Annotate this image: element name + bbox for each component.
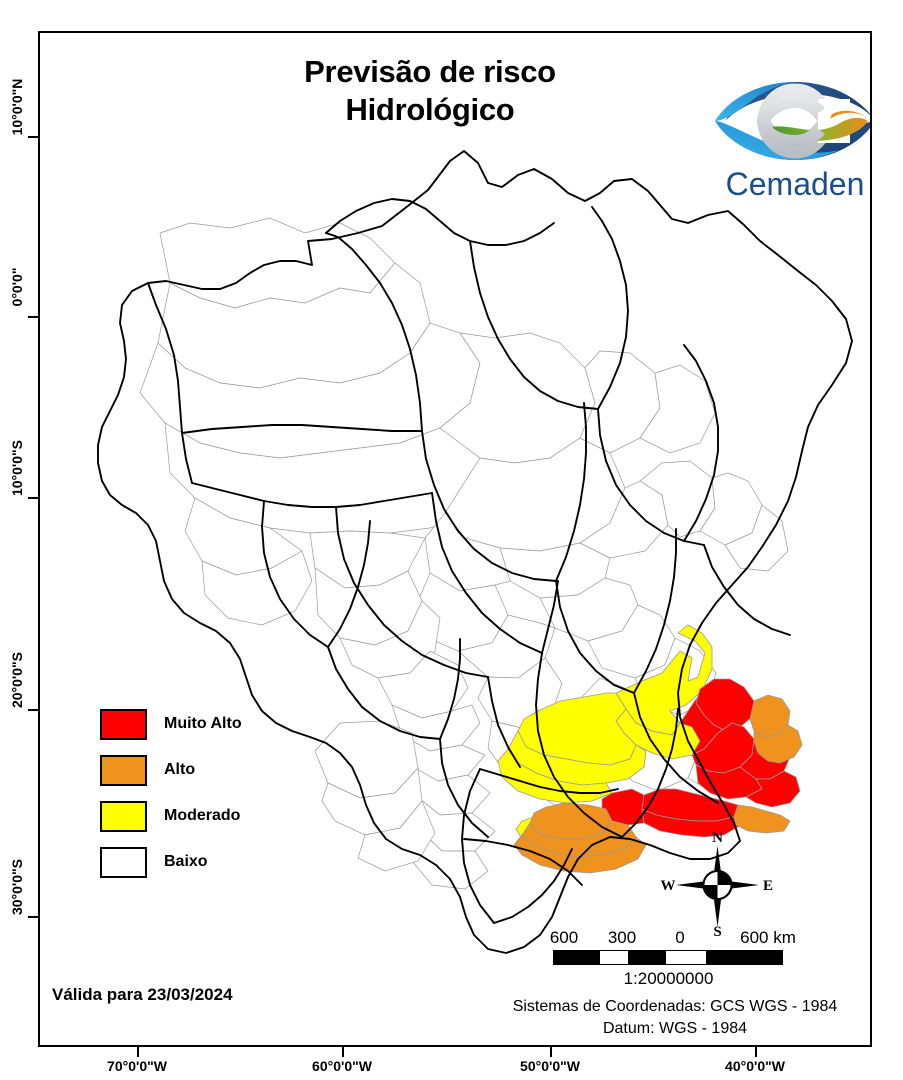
- legend: Muito Alto Alto Moderado Baixo: [100, 701, 320, 885]
- tick-x-40w: [755, 1047, 757, 1057]
- tick-x-60w: [342, 1047, 344, 1057]
- legend-item: Baixo: [100, 839, 320, 885]
- credits-line-1: Sistemas de Coordenadas: GCS WGS - 1984: [512, 998, 838, 1015]
- compass-label-n: N: [712, 830, 723, 846]
- scale-ratio-label: 1:20000000: [623, 969, 714, 988]
- map-frame: Previsão de risco Hidrológico: [38, 31, 872, 1047]
- legend-label-muito-alto: Muito Alto: [164, 715, 242, 732]
- scale-bar: 600 300 0 600 km 1:20000000: [546, 928, 846, 989]
- legend-item: Alto: [100, 747, 320, 793]
- tick-y-20s: [28, 709, 38, 711]
- scale-tick-600-left: 600: [549, 928, 579, 947]
- scale-bar-ticks: 600 300 0 600 km: [546, 928, 846, 950]
- legend-item: Moderado: [100, 793, 320, 839]
- compass-label-s: S: [713, 924, 721, 940]
- cemaden-eye-icon: [715, 82, 870, 160]
- page-title: Previsão de risco Hidrológico: [220, 53, 640, 129]
- axis-label-30s: 30°0'0"S: [9, 858, 25, 916]
- legend-item: Muito Alto: [100, 701, 320, 747]
- axis-label-50w: 50°0'0"W: [520, 1058, 580, 1074]
- risk-region-alto: [513, 694, 803, 874]
- title-line-1: Previsão de risco: [304, 54, 556, 89]
- tick-y-10s: [28, 497, 38, 499]
- scale-tick-300: 300: [607, 928, 637, 947]
- legend-swatch-alto: [100, 754, 147, 786]
- scale-bar-graphic: [553, 950, 783, 965]
- scale-tick-0: 0: [675, 928, 685, 947]
- compass-icon: N S E W: [661, 830, 774, 940]
- tick-x-70w: [137, 1047, 139, 1057]
- axis-label-60w: 60°0'0"W: [312, 1058, 372, 1074]
- cemaden-logo: Cemaden: [700, 71, 870, 216]
- validity-label: Válida para 23/03/2024: [52, 985, 233, 1004]
- credits-line-2: Datum: WGS - 1984: [602, 1019, 748, 1037]
- credits: Sistemas de Coordenadas: GCS WGS - 1984 …: [480, 996, 870, 1039]
- scale-tick-600-right: 600 km: [740, 928, 796, 947]
- brazil-map: [97, 150, 853, 954]
- axis-label-20s: 20°0'0"S: [9, 651, 25, 709]
- legend-label-moderado: Moderado: [164, 807, 241, 824]
- axis-label-0: 0°0'0": [9, 267, 25, 307]
- axis-label-10n: 10°0'0"N: [9, 78, 25, 136]
- compass-label-w: W: [661, 878, 676, 894]
- axis-label-40w: 40°0'0"W: [725, 1058, 785, 1074]
- compass-label-e: E: [763, 878, 773, 894]
- legend-swatch-moderado: [100, 800, 147, 832]
- tick-y-10n: [28, 136, 38, 138]
- legend-label-alto: Alto: [164, 761, 196, 778]
- legend-label-baixo: Baixo: [164, 853, 208, 870]
- title-line-2: Hidrológico: [345, 91, 515, 127]
- axis-label-10s: 10°0'0"S: [9, 439, 25, 497]
- legend-swatch-baixo: [100, 846, 147, 878]
- legend-swatch-muito-alto: [100, 708, 147, 740]
- tick-y-30s: [28, 916, 38, 918]
- compass-rose: N S E W: [660, 828, 775, 940]
- tick-y-0: [28, 316, 38, 318]
- axis-label-70w: 70°0'0"W: [107, 1058, 167, 1074]
- cemaden-wordmark: Cemaden: [725, 166, 865, 202]
- tick-x-50w: [550, 1047, 552, 1057]
